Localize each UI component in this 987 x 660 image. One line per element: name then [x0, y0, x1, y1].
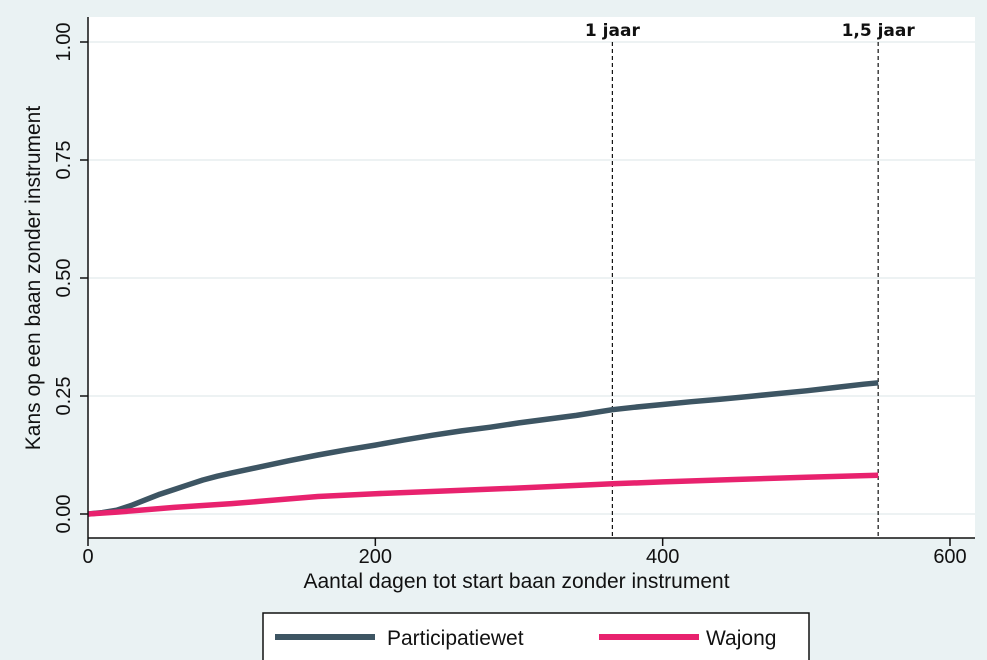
legend-label-wajong: Wajong — [706, 627, 776, 650]
series-line-participatiewet — [87, 380, 879, 517]
annotation-label-0: 1 jaar — [585, 21, 641, 41]
gridlines — [88, 41, 975, 515]
legend-label-participatiewet: Participatiewet — [387, 627, 524, 650]
x-tick-label-3: 600 — [933, 546, 966, 568]
x-tick-label-0: 0 — [82, 546, 93, 568]
legend: Participatiewet Wajong — [262, 612, 810, 660]
axes: 0.00 0.25 0.50 0.75 1.00 0 200 400 600 — [53, 17, 975, 568]
y-tick-label-2: 0.50 — [53, 259, 75, 298]
y-tick-label-4: 1.00 — [53, 23, 75, 62]
series-group — [87, 380, 879, 517]
x-axis-title: Aantal dagen tot start baan zonder instr… — [303, 570, 729, 593]
y-tick-label-3: 0.75 — [53, 141, 75, 180]
x-tick-label-2: 400 — [646, 546, 679, 568]
y-tick-label-0: 0.00 — [53, 495, 75, 534]
x-tick-label-1: 200 — [359, 546, 392, 568]
y-tick-label-1: 0.25 — [53, 377, 75, 416]
y-axis-title: Kans op een baan zonder instrument — [22, 106, 45, 451]
annotation-label-1: 1,5 jaar — [842, 21, 916, 41]
annotations: 1 jaar 1,5 jaar — [585, 21, 915, 538]
series-line-wajong — [87, 472, 879, 517]
